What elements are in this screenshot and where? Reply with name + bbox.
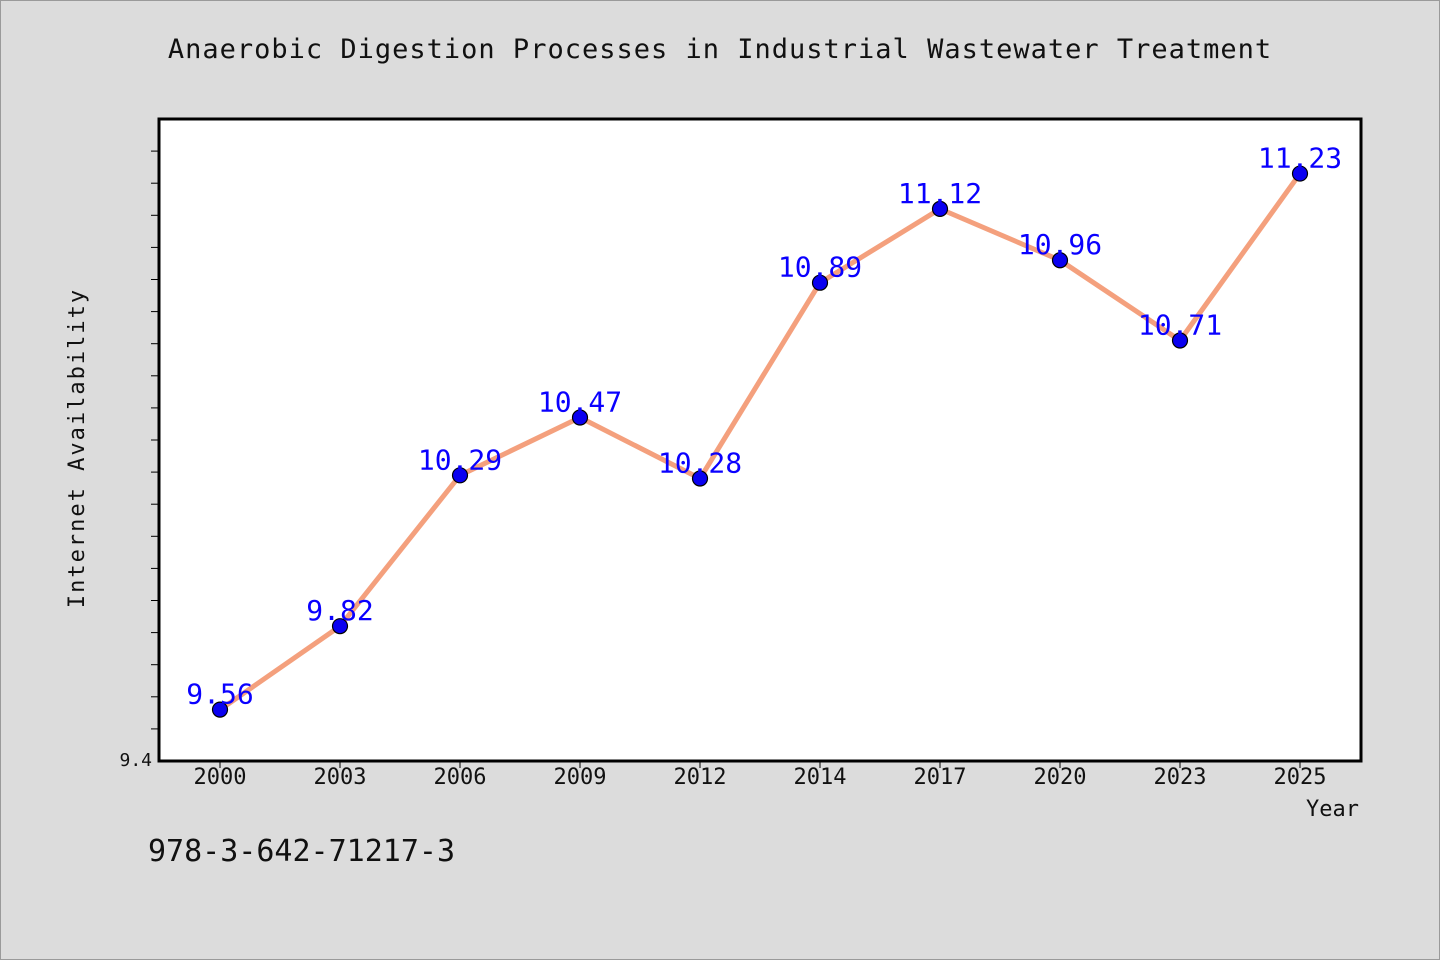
data-label: 9.82	[306, 594, 373, 627]
data-point	[691, 470, 709, 487]
data-label: 10.28	[658, 447, 742, 480]
x-tick-label: 2003	[314, 765, 367, 790]
data-label: 10.71	[1138, 308, 1222, 341]
data-point	[931, 200, 949, 217]
data-point	[1171, 332, 1189, 349]
x-tick-label: 2014	[794, 765, 847, 790]
data-point	[811, 274, 829, 291]
data-label: 10.47	[538, 386, 622, 419]
x-axis-ticks: 2000 2003 2006 2009 2012 2014 2017 2020 2023 2025	[194, 761, 1327, 790]
x-tick-label: 2023	[1154, 765, 1207, 790]
x-tick-label: 2006	[434, 765, 487, 790]
isbn-footnote: 978-3-642-71217-3	[148, 834, 456, 869]
y-axis-ticks	[151, 150, 158, 730]
x-tick-label: 2009	[554, 765, 607, 790]
data-label: 9.56	[186, 678, 253, 711]
plot-area	[157, 117, 1363, 763]
chart-title: Anaerobic Digestion Processes in Industr…	[167, 34, 1273, 65]
data-point	[331, 618, 349, 635]
x-tick-label: 2020	[1034, 765, 1087, 790]
x-axis-label: Year	[1306, 797, 1359, 822]
data-point	[451, 467, 469, 484]
data-labels: 9.56 9.82 10.29 10.47 10.28 10.89 11.12 10.96 10…	[186, 142, 1342, 711]
x-tick-label: 2025	[1274, 765, 1327, 790]
x-tick-label: 2012	[674, 765, 727, 790]
data-label: 10.89	[778, 251, 862, 284]
data-label: 10.29	[418, 443, 502, 476]
x-tick-label: 2000	[194, 765, 247, 790]
series-markers	[211, 165, 1309, 718]
data-point	[1291, 165, 1309, 182]
data-point	[571, 409, 589, 426]
data-label: 11.23	[1258, 142, 1342, 175]
series-line	[218, 172, 1303, 712]
y-axis-label: Internet Availability	[65, 288, 90, 608]
data-point	[211, 701, 229, 718]
y-tick-label: 9.4	[119, 750, 152, 771]
data-label: 11.12	[898, 177, 982, 210]
data-label: 10.96	[1018, 228, 1102, 261]
x-tick-label: 2017	[914, 765, 967, 790]
data-point	[1051, 252, 1069, 269]
